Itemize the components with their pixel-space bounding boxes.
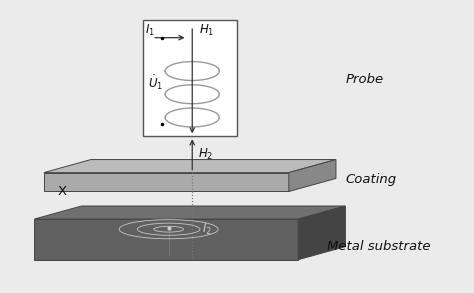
Polygon shape (298, 206, 346, 260)
Text: Coating: Coating (346, 173, 397, 186)
Text: $H_1$: $H_1$ (199, 23, 215, 38)
Polygon shape (44, 173, 289, 192)
Polygon shape (35, 219, 298, 260)
Text: Metal substrate: Metal substrate (327, 240, 430, 253)
Text: $\dot{U}_1$: $\dot{U}_1$ (148, 73, 164, 92)
Text: $I_2$: $I_2$ (201, 222, 211, 237)
Text: Probe: Probe (346, 73, 383, 86)
Polygon shape (35, 206, 346, 219)
Polygon shape (289, 160, 336, 192)
Text: $H_2$: $H_2$ (198, 147, 213, 162)
Bar (143, 20, 237, 136)
Text: X: X (58, 185, 67, 198)
Polygon shape (44, 160, 336, 173)
Text: $I_1$: $I_1$ (145, 23, 155, 38)
